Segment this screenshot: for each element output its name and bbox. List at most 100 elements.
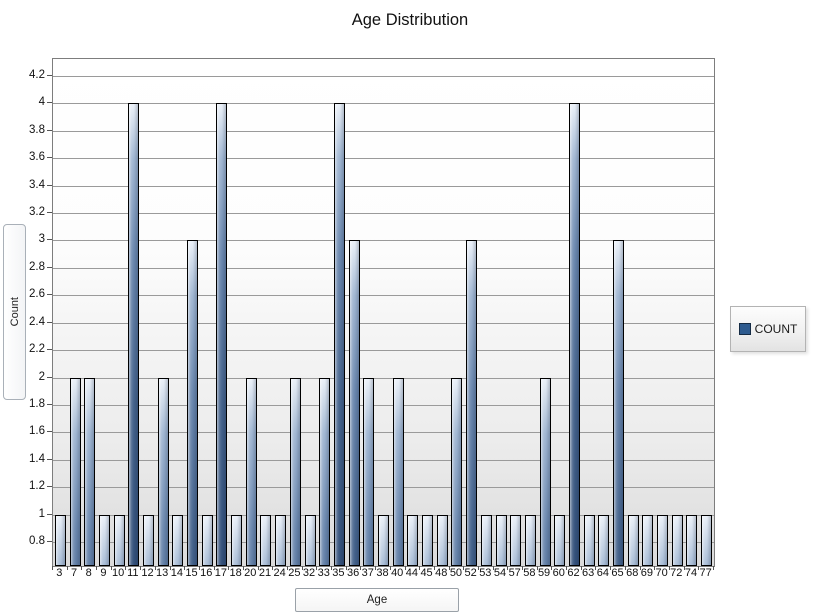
x-tick-mark xyxy=(198,566,200,570)
bar-age-59[interactable] xyxy=(539,377,551,566)
x-tick-mark xyxy=(639,566,641,570)
legend[interactable]: COUNT xyxy=(730,306,806,352)
gridline-2.2 xyxy=(53,350,714,352)
x-tick-mark xyxy=(184,566,186,570)
y-tick-mark xyxy=(47,513,52,515)
y-axis-tick-label: 2.4 xyxy=(29,315,45,328)
x-tick-mark xyxy=(52,566,53,570)
bar-age-44[interactable] xyxy=(407,514,419,566)
x-tick-mark xyxy=(551,566,553,570)
bar-age-18[interactable] xyxy=(231,514,243,566)
y-axis-tick-label: 2.6 xyxy=(29,288,45,301)
y-axis-tick-label: 3.2 xyxy=(29,206,45,219)
bar-age-65[interactable] xyxy=(613,240,625,566)
bar-age-48[interactable] xyxy=(436,514,448,566)
bar-age-7[interactable] xyxy=(69,377,81,566)
bar-age-13[interactable] xyxy=(157,377,169,566)
x-axis-tick-label: 44 xyxy=(405,567,418,579)
x-axis-tick-label: 68 xyxy=(626,567,639,579)
bar-age-12[interactable] xyxy=(142,514,154,566)
x-axis-tick-label: 8 xyxy=(85,567,92,579)
bar-age-58[interactable] xyxy=(524,514,536,566)
bar-age-60[interactable] xyxy=(554,514,566,566)
bar-age-20[interactable] xyxy=(245,377,257,566)
bar-age-62[interactable] xyxy=(568,103,580,566)
bar-age-35[interactable] xyxy=(333,103,345,566)
bar-age-15[interactable] xyxy=(187,240,199,566)
x-tick-mark xyxy=(522,566,524,570)
bar-age-57[interactable] xyxy=(510,514,522,566)
x-axis-tick-label: 36 xyxy=(346,567,360,579)
bar-age-25[interactable] xyxy=(289,377,301,566)
x-tick-mark xyxy=(287,566,289,570)
x-tick-mark xyxy=(433,566,435,570)
x-axis-tick-label: 7 xyxy=(70,567,78,579)
bar-age-11[interactable] xyxy=(128,103,140,566)
bar-age-8[interactable] xyxy=(84,377,96,566)
gridline-1.6 xyxy=(53,432,714,434)
x-axis-tick-label: 25 xyxy=(288,567,301,579)
x-tick-mark xyxy=(507,566,509,570)
y-tick-mark xyxy=(47,129,52,131)
y-tick-mark xyxy=(47,541,52,542)
gridline-3.2 xyxy=(53,213,714,215)
bar-age-24[interactable] xyxy=(275,514,287,566)
y-axis-tick-label: 1.8 xyxy=(29,397,45,410)
bar-age-3[interactable] xyxy=(54,514,66,566)
bar-age-52[interactable] xyxy=(466,240,478,566)
bar-age-16[interactable] xyxy=(201,514,213,566)
bar-age-53[interactable] xyxy=(480,514,492,566)
bar-age-77[interactable] xyxy=(701,514,713,566)
x-axis-tick-label: 35 xyxy=(332,567,345,579)
bar-age-45[interactable] xyxy=(422,514,434,566)
x-tick-mark xyxy=(169,566,171,570)
y-axis-tick-label: 1.4 xyxy=(29,452,45,465)
bar-age-38[interactable] xyxy=(378,514,389,566)
y-axis-tick-label: 4.2 xyxy=(29,68,45,81)
bar-age-21[interactable] xyxy=(260,514,272,566)
bar-age-10[interactable] xyxy=(113,514,125,566)
x-tick-mark xyxy=(110,566,112,570)
x-axis-tick-label: 21 xyxy=(258,567,272,579)
bar-age-68[interactable] xyxy=(627,514,639,566)
x-tick-mark xyxy=(375,566,377,570)
x-axis-tick-label: 63 xyxy=(582,567,595,579)
bar-age-32[interactable] xyxy=(304,514,316,566)
x-tick-mark xyxy=(477,566,479,570)
bar-age-69[interactable] xyxy=(642,514,654,566)
bar-age-70[interactable] xyxy=(657,514,669,566)
x-tick-mark xyxy=(154,566,156,570)
x-axis-tick-label: 70 xyxy=(655,567,668,579)
bar-age-40[interactable] xyxy=(392,377,404,566)
x-tick-mark xyxy=(463,566,465,570)
bar-age-72[interactable] xyxy=(671,514,683,566)
x-tick-mark xyxy=(595,566,597,570)
bar-age-54[interactable] xyxy=(495,514,507,566)
x-tick-mark xyxy=(213,566,215,570)
bar-age-17[interactable] xyxy=(216,103,228,566)
x-tick-mark xyxy=(698,566,700,570)
bar-age-14[interactable] xyxy=(172,514,184,566)
bar-age-9[interactable] xyxy=(98,514,110,566)
x-axis-tick-label: 50 xyxy=(449,567,463,579)
bar-age-50[interactable] xyxy=(451,377,463,566)
bar-age-36[interactable] xyxy=(348,240,360,566)
x-tick-mark xyxy=(228,566,230,570)
x-tick-mark xyxy=(96,566,98,570)
bar-age-63[interactable] xyxy=(583,514,595,566)
bar-age-64[interactable] xyxy=(598,514,610,566)
x-axis-tick-label: 33 xyxy=(317,567,330,579)
y-tick-mark xyxy=(47,458,52,460)
y-tick-mark xyxy=(47,486,52,488)
x-axis-tick-label: 48 xyxy=(435,567,448,579)
x-tick-mark xyxy=(257,566,259,570)
bar-age-37[interactable] xyxy=(363,377,375,566)
x-axis-tick-label: 52 xyxy=(464,567,477,579)
bar-age-74[interactable] xyxy=(686,514,698,566)
y-axis-tick-label: 0.8 xyxy=(29,535,45,547)
y-axis-tick-label: 3.8 xyxy=(29,123,45,136)
bar-age-33[interactable] xyxy=(319,377,331,566)
x-tick-mark xyxy=(66,566,68,570)
x-tick-mark xyxy=(536,566,538,570)
x-tick-mark xyxy=(713,566,714,570)
